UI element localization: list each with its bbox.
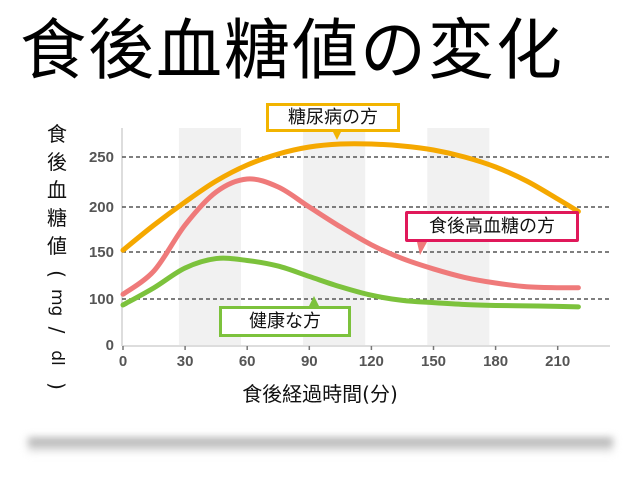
x-ticks: 0 30 60 90 120 150 180 210 bbox=[119, 346, 570, 370]
x-tick-label: 0 bbox=[119, 353, 127, 370]
y-axis-label-char: 値 bbox=[47, 234, 67, 258]
y-ticks: 0 100 150 200 250 bbox=[89, 149, 114, 354]
callout-pointer-healthy bbox=[309, 296, 319, 306]
callout-postprandial-hyperglycemia: 食後高血糖の方 bbox=[405, 211, 579, 242]
x-tick-label: 120 bbox=[359, 353, 384, 370]
y-tick-label: 250 bbox=[89, 149, 114, 166]
x-tick-label: 90 bbox=[301, 353, 318, 370]
x-tick-label: 30 bbox=[177, 353, 194, 370]
drop-shadow bbox=[28, 438, 613, 454]
line-diabetic bbox=[120, 141, 581, 253]
x-tick-label: 210 bbox=[545, 353, 570, 370]
y-axis-label: 食 後 血 糖 値 ( mg / dl ) bbox=[44, 120, 70, 400]
callout-healthy: 健康な方 bbox=[219, 306, 351, 337]
callout-pointer-diabetic bbox=[333, 132, 341, 140]
x-axis-label: 食後経過時間(分) bbox=[242, 382, 398, 406]
x-tick-label: 150 bbox=[421, 353, 446, 370]
gridlines bbox=[122, 156, 610, 300]
y-tick-label: 150 bbox=[89, 244, 114, 261]
callout-pointer-postprandial bbox=[417, 242, 427, 255]
x-tick-label: 60 bbox=[239, 353, 256, 370]
y-tick-label: 100 bbox=[89, 291, 114, 308]
shaded-bands bbox=[178, 128, 490, 346]
line-healthy bbox=[120, 255, 581, 310]
y-axis-label-char: 糖 bbox=[47, 206, 67, 230]
y-tick-label: 0 bbox=[106, 337, 114, 354]
line-postprandial-hyperglycemia bbox=[120, 176, 581, 297]
x-tick-label: 180 bbox=[483, 353, 508, 370]
y-axis-label-char: 食 bbox=[47, 122, 67, 146]
series-lines bbox=[120, 141, 581, 310]
y-axis-label-char: 後 bbox=[47, 150, 67, 174]
callout-diabetic: 糖尿病の方 bbox=[266, 103, 400, 132]
page-title: 食後血糖値の変化 bbox=[20, 12, 564, 89]
y-tick-label: 200 bbox=[89, 199, 114, 216]
y-axis-label-char: 血 bbox=[47, 178, 67, 202]
